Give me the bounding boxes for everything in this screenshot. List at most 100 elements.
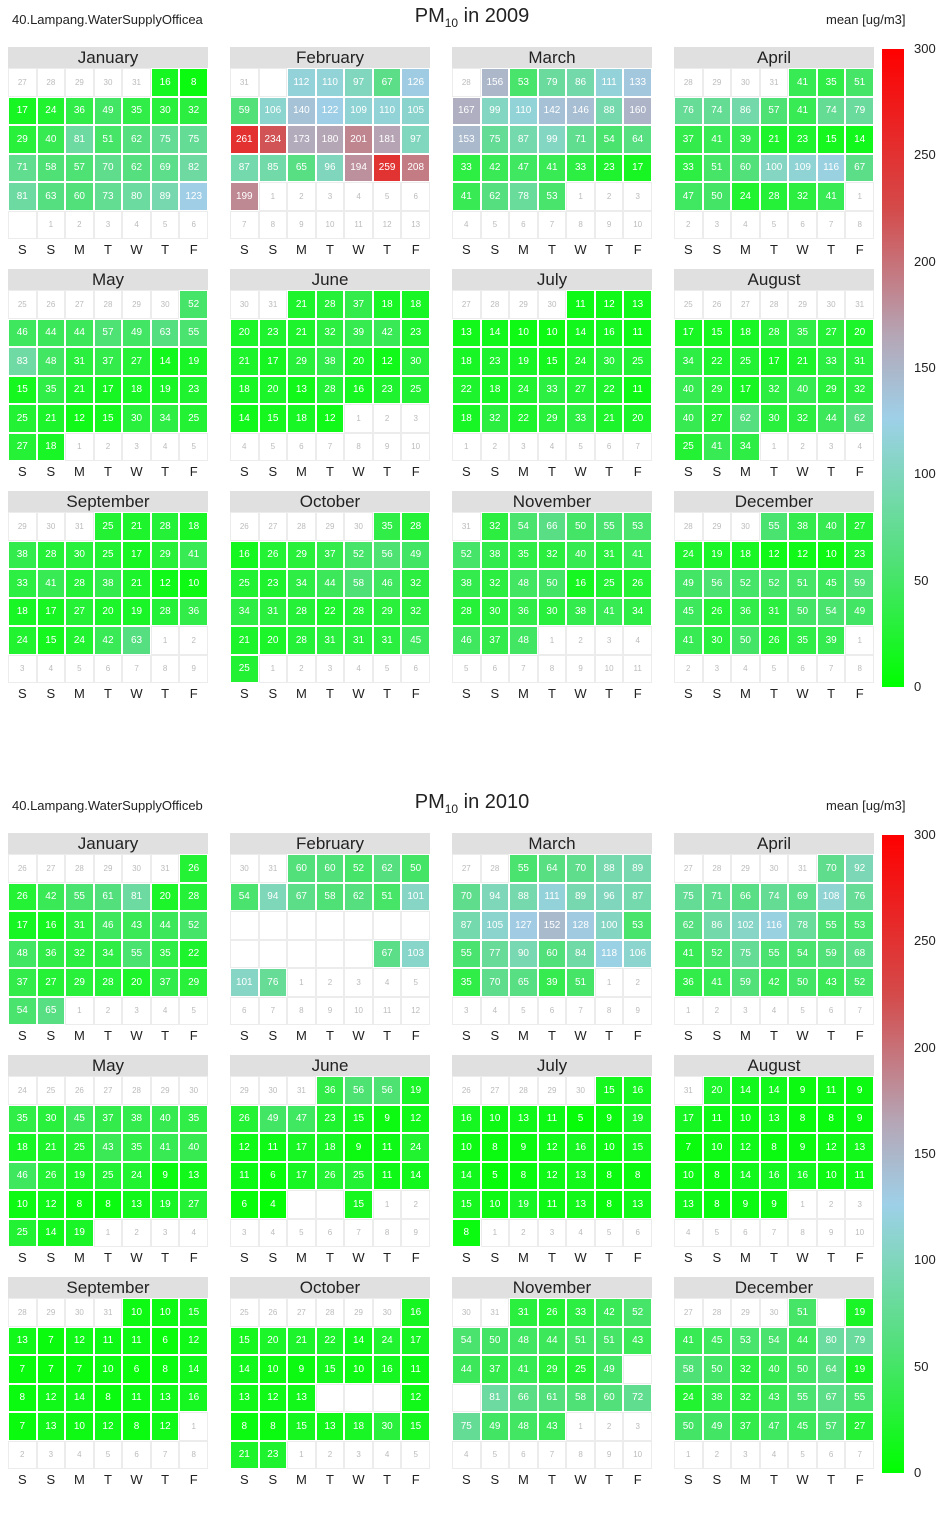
day-value-cell: 109 [344,96,373,125]
day-value-cell: 100 [759,153,789,182]
day-value-cell: 42 [36,882,66,911]
day-value-cell: 24 [674,540,703,569]
outside-day-cell: 2 [93,432,123,461]
outside-day-cell: 3 [623,1412,652,1441]
outside-day-cell: 30 [65,1298,94,1327]
weekday-label: T [383,1472,392,1487]
outside-day-cell: 4 [452,1440,481,1469]
day-value-cell: 15 [816,125,846,154]
day-value-cell: 10 [480,1190,510,1219]
outside-day-cell: 29 [230,1076,259,1105]
day-value-cell: 153 [452,125,481,154]
weekday-label: W [352,1472,365,1487]
outside-day-cell: 7 [150,1440,180,1469]
panel-title: PM10 in 2010 [414,791,530,816]
month-name: July [452,269,652,290]
outside-day-cell: 28 [65,854,94,883]
colorbar-tick-label: 200 [914,1039,936,1055]
day-value-cell: 54 [788,939,817,968]
weekday-label: T [104,464,112,479]
outside-day-cell: 9 [179,654,208,683]
day-value-cell: 25 [344,1161,373,1190]
day-value-cell: 55 [452,939,481,968]
day-value-cell: 62 [845,404,874,433]
outside-day-cell: 27 [452,290,481,319]
day-value-cell: 90 [509,939,538,968]
day-value-cell: 43 [122,911,151,940]
weekday-label: M [517,464,529,479]
day-value-cell: 194 [344,153,373,182]
day-value-cell: 19 [845,1355,874,1384]
day-value-cell: 20 [150,882,180,911]
day-value-cell: 58 [36,153,66,182]
day-value-cell: 16 [372,1355,402,1384]
day-value-cell: 14 [452,1161,481,1190]
day-value-cell: 25 [230,569,259,598]
day-value-cell: 45 [65,1104,94,1133]
missing-day-cell [372,911,402,940]
day-value-cell: 51 [594,1326,624,1355]
day-value-cell: 15 [452,1190,481,1219]
day-value-cell: 17 [287,1133,316,1162]
outside-day-cell: 1 [788,1190,817,1219]
outside-day-cell: 2 [702,996,732,1025]
day-value-cell: 23 [401,318,430,347]
day-value-cell: 8 [452,1218,481,1247]
day-value-cell: 34 [93,939,123,968]
day-value-cell: 126 [401,68,430,97]
day-value-cell: 12 [36,1190,66,1219]
day-value-cell: 32 [845,375,874,404]
day-value-cell: 25 [674,432,703,461]
outside-day-cell: 2 [594,1412,624,1441]
outside-day-cell: 1 [179,1412,208,1441]
outside-day-cell: 2 [315,968,345,997]
day-value-cell: 12 [179,1326,208,1355]
day-value-cell: 26 [623,569,652,598]
outside-day-cell: 1 [65,996,94,1025]
day-value-cell: 12 [315,404,345,433]
day-value-cell: 18 [230,375,259,404]
weekday-label: F [633,242,642,257]
weekday-label: T [104,1250,112,1265]
colorbar-tick-label: 50 [914,1358,929,1374]
outside-day-cell: 4 [845,432,874,461]
month-day-grid: 30 31 21 28 37 18 18 20 23 21 32 39 42 23 21 17 29 38 20 12… [230,290,430,461]
day-value-cell: 32 [179,96,208,125]
weekday-label: T [161,464,170,479]
missing-day-cell [230,939,259,968]
day-value-cell: 49 [674,569,703,598]
day-value-cell: 10 [731,1104,760,1133]
outside-day-cell: 7 [315,432,345,461]
day-value-cell: 108 [816,882,846,911]
day-value-cell: 55 [759,939,789,968]
day-value-cell: 51 [566,968,595,997]
day-value-cell: 85 [258,153,288,182]
day-value-cell: 12 [537,1161,567,1190]
outside-day-cell: 27 [674,1298,703,1327]
day-value-cell: 160 [623,96,652,125]
day-value-cell: 29 [150,540,180,569]
day-value-cell: 14 [150,347,180,376]
day-value-cell: 28 [759,318,789,347]
outside-day-cell: 28 [480,290,510,319]
outside-day-cell: 29 [150,1076,180,1105]
day-value-cell: 7 [674,1133,703,1162]
day-value-cell: 17 [401,1326,430,1355]
day-value-cell: 45 [401,626,430,655]
day-value-cell: 19 [509,347,538,376]
outside-day-cell: 2 [702,1440,732,1469]
day-value-cell: 17 [731,375,760,404]
day-value-cell: 27 [36,968,66,997]
day-value-cell: 39 [537,968,567,997]
outside-day-cell: 4 [36,654,66,683]
outside-day-cell: 31 [122,68,151,97]
weekday-label: T [326,1028,334,1043]
day-value-cell: 199 [230,182,259,211]
day-value-cell: 13 [674,1190,703,1219]
day-value-cell: 36 [36,939,66,968]
day-value-cell: 14 [566,318,595,347]
day-value-cell: 25 [8,404,37,433]
day-value-cell: 122 [315,96,345,125]
day-value-cell: 109 [788,153,817,182]
